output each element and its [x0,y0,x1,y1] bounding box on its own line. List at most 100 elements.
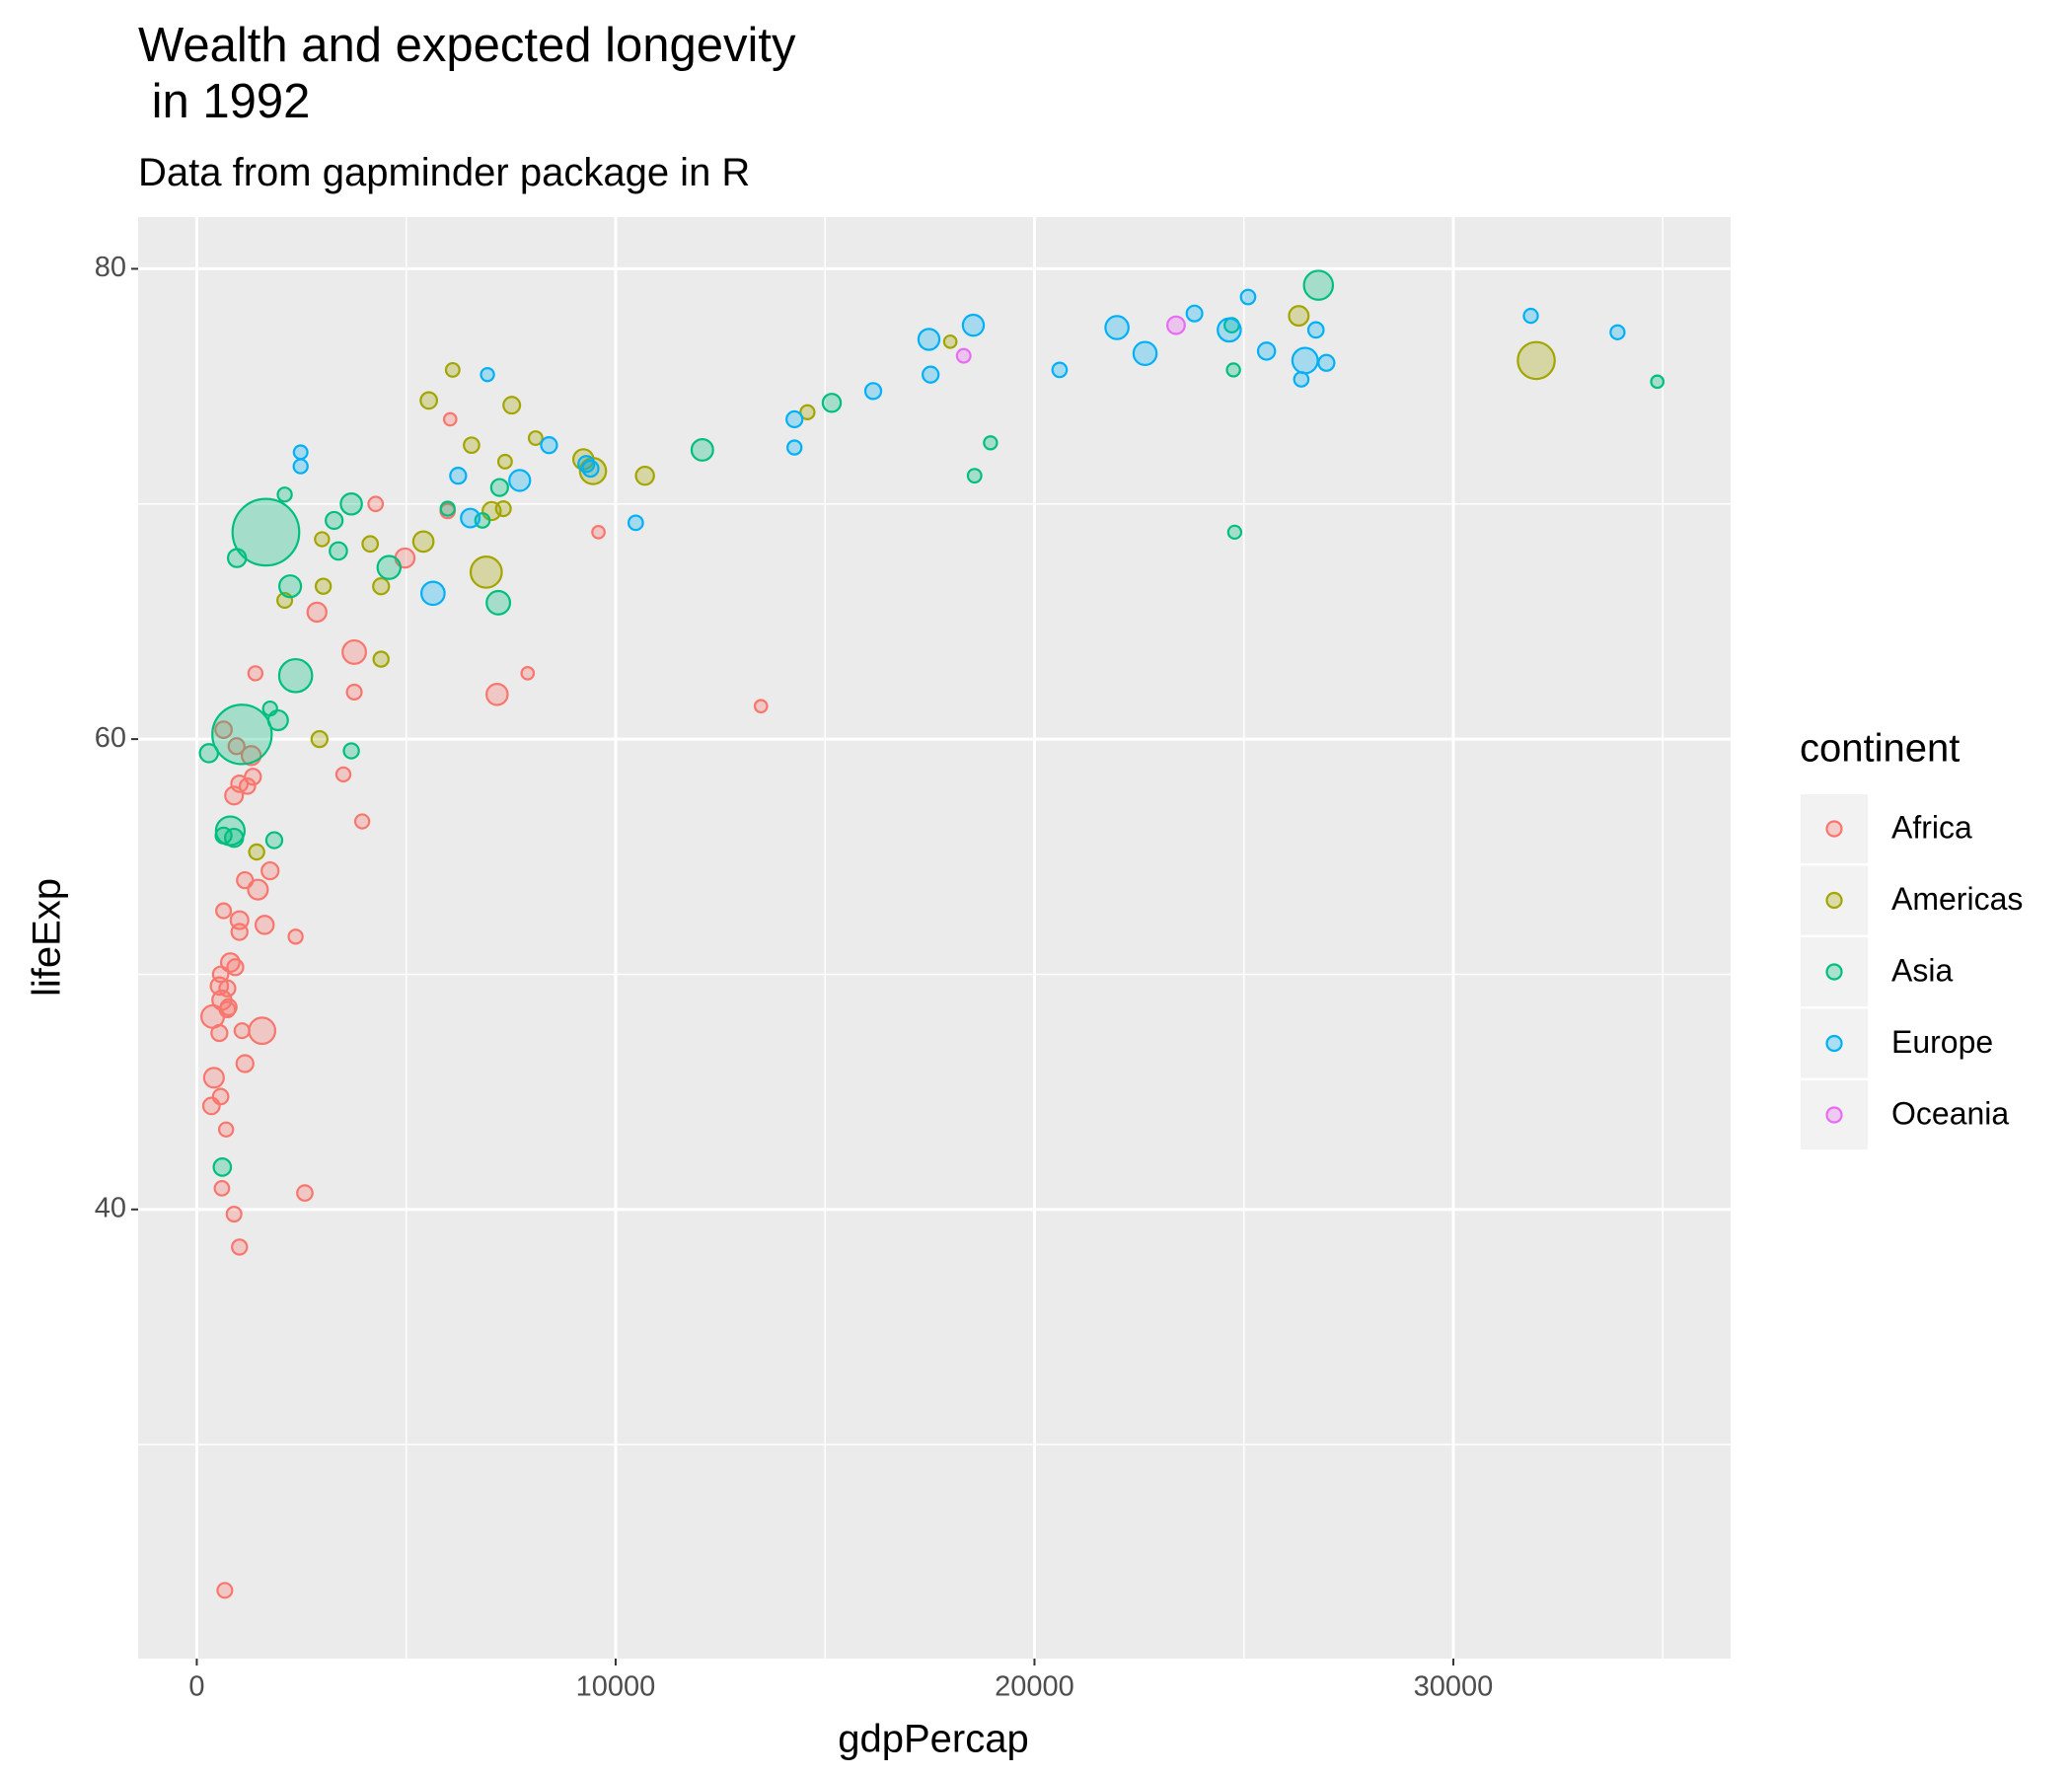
point [496,453,513,470]
point [345,683,363,701]
point [1650,374,1665,390]
point [227,737,246,756]
point [226,958,245,977]
point [248,843,265,861]
y-tick-label: 60 [95,722,126,754]
point [983,435,999,451]
point [494,499,512,518]
point [235,1054,255,1073]
point [634,465,655,486]
point [469,555,503,589]
point [690,437,714,462]
point [339,492,363,516]
point [489,478,509,497]
point [231,1238,249,1256]
point [1132,340,1158,367]
point [292,458,309,475]
point [1226,524,1243,541]
point [334,766,352,783]
point [306,601,328,624]
point [310,729,329,749]
point [1288,305,1310,328]
point [799,404,816,420]
point [1517,340,1556,381]
point [485,589,512,616]
point [231,497,301,567]
legend-label: Oceania [1891,1095,2009,1131]
point [314,577,333,595]
legend-label: Asia [1891,952,1953,988]
legend-label: Americas [1891,881,2023,917]
point [527,430,544,446]
point [287,928,304,945]
point [361,535,380,554]
point [863,382,883,401]
y-tick-label: 40 [95,1192,126,1223]
x-tick-label: 20000 [995,1671,1074,1703]
point [627,514,644,532]
point [264,831,284,850]
point [480,367,495,383]
point [266,708,289,732]
point [277,657,314,694]
point [1225,362,1241,378]
point [217,1121,235,1138]
x-tick-label: 10000 [576,1671,656,1703]
point [821,393,843,413]
point [292,444,309,461]
point [213,1179,231,1197]
point [353,813,371,830]
point [201,1096,221,1116]
legend-key [1801,1008,1868,1078]
axes: 0 10000 20000 30000 40 60 80 [95,252,1494,1703]
point [411,530,435,554]
legend-marker [1825,891,1843,910]
point [276,486,293,503]
point [202,1067,225,1089]
point [419,391,438,410]
point [218,979,237,998]
point [248,1016,277,1046]
point [367,495,385,513]
legend-label: Africa [1891,809,1972,845]
point [230,923,249,941]
point [224,785,245,806]
point [966,468,983,484]
point [1185,304,1204,323]
legend-key [1801,865,1868,935]
point [502,396,522,415]
legend-marker [1825,820,1843,838]
point [216,1582,234,1599]
point [1293,371,1310,388]
chart-title: Wealth and expected longevity in 1992 [138,19,796,128]
legend-title: continent [1800,727,1960,771]
legend-key [1801,937,1868,1006]
point [922,365,940,384]
point [247,878,269,901]
point [439,500,456,517]
point [1522,307,1539,325]
point [1217,317,1242,343]
point [1104,315,1130,340]
point [961,313,986,337]
point [260,860,280,881]
point [785,409,804,429]
point [442,411,458,427]
point [238,777,257,795]
point [212,1157,233,1177]
point [1239,288,1257,306]
y-axis-title: lifeExp [26,878,69,997]
point [1291,346,1319,375]
points [198,269,1665,1599]
point [942,333,958,349]
point [1256,341,1277,361]
point [254,915,275,935]
point [314,531,331,548]
point [372,577,391,596]
point [1166,315,1186,335]
point [520,666,536,681]
point [1302,269,1335,301]
point [211,703,273,766]
point [508,469,532,492]
